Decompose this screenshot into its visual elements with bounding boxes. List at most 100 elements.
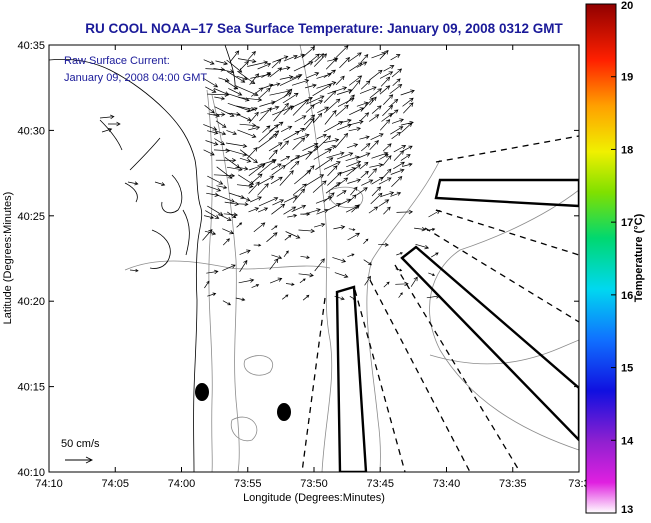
current-vector [347, 232, 361, 241]
current-vector [323, 121, 344, 133]
contour-20m [211, 94, 240, 472]
x-tick-label: 73:35 [499, 478, 527, 490]
current-vector [214, 106, 235, 117]
current-vector [213, 88, 230, 96]
current-vector [383, 94, 394, 105]
current-vector [293, 133, 310, 141]
current-vector [348, 126, 362, 132]
current-vector [238, 97, 263, 102]
colorbar-tick-label: 13 [621, 504, 633, 516]
current-vector [351, 204, 360, 213]
x-tick-label: 73:55 [234, 478, 262, 490]
current-vector [369, 163, 384, 168]
current-vector [378, 177, 392, 185]
current-vector [381, 113, 393, 122]
current-vector [335, 75, 345, 86]
current-vector [237, 58, 257, 64]
current-vector [285, 231, 301, 239]
current-vector [383, 65, 395, 72]
sector-line-6 [354, 289, 406, 472]
current-vector [323, 192, 335, 203]
current-vector [396, 209, 414, 215]
current-vector [292, 98, 310, 116]
current-vector [312, 180, 327, 193]
current-vector [314, 53, 325, 63]
x-axis-label: Longitude (Degrees:Minutes) [243, 492, 385, 504]
current-vector [314, 135, 332, 152]
nj-coast [49, 58, 203, 472]
current-vector [323, 138, 340, 144]
current-vector [358, 152, 371, 159]
chart-title: RU COOL NOAA–17 Sea Surface Temperature:… [85, 21, 563, 36]
current-vector [268, 130, 280, 140]
current-vector [345, 155, 360, 162]
current-vector [239, 249, 251, 255]
current-vector [249, 196, 262, 203]
current-vector [239, 123, 257, 128]
scale-arrow-shape [65, 456, 94, 464]
restricted-area-south [335, 285, 368, 472]
buoy-marker-1 [195, 383, 209, 401]
current-vector [294, 169, 312, 185]
current-vector [335, 104, 349, 117]
current-vector [303, 208, 321, 215]
current-vector [262, 125, 271, 133]
current-vector [324, 109, 337, 125]
current-vector [292, 137, 306, 151]
current-vector [305, 83, 317, 89]
current-vector [298, 228, 316, 234]
current-vector [403, 102, 414, 114]
current-vector [415, 243, 430, 250]
current-vector [324, 98, 341, 114]
current-vector [206, 185, 222, 192]
current-vector [401, 122, 413, 133]
current-vector [313, 53, 328, 67]
current-vector [360, 80, 371, 90]
current-vector [304, 165, 315, 176]
current-vector [315, 157, 334, 170]
current-vector [222, 264, 236, 271]
current-vector [336, 152, 354, 160]
current-vector [257, 159, 277, 175]
current-vector [101, 127, 113, 133]
current-vector [398, 292, 403, 298]
current-vector [257, 207, 269, 213]
current-vector [226, 130, 237, 135]
current-vector [316, 133, 327, 140]
ocean-area [49, 45, 579, 472]
current-vector [360, 112, 370, 122]
current-vector [379, 119, 391, 131]
current-vector [257, 62, 272, 70]
surface-current-vectors [99, 45, 441, 306]
current-vector [391, 118, 404, 124]
current-vector [381, 168, 392, 180]
current-vector [206, 269, 219, 275]
current-vector [222, 228, 234, 235]
colorbar-tick-label: 20 [621, 0, 633, 12]
current-vector [215, 158, 237, 163]
current-vector [379, 85, 391, 95]
current-vector [207, 175, 224, 185]
current-vector [237, 202, 249, 207]
current-vector [284, 234, 292, 241]
current-vector [247, 60, 269, 67]
current-vector [400, 154, 411, 161]
current-vector [202, 229, 213, 241]
current-vector [205, 86, 217, 93]
current-vector [303, 114, 316, 126]
current-vector [285, 282, 295, 286]
current-vector [247, 107, 258, 113]
current-vector [323, 161, 341, 170]
current-vector [259, 107, 272, 122]
x-tick-label: 73:40 [433, 478, 461, 490]
coastline [49, 45, 236, 472]
current-vector [269, 67, 283, 78]
current-vector [347, 52, 362, 63]
shrewsbury-shore [149, 229, 171, 269]
current-vector [347, 253, 355, 258]
current-vector [282, 92, 299, 104]
current-vector [326, 151, 345, 159]
current-vector [213, 112, 226, 117]
current-vector [250, 72, 272, 79]
current-vector [380, 191, 395, 197]
